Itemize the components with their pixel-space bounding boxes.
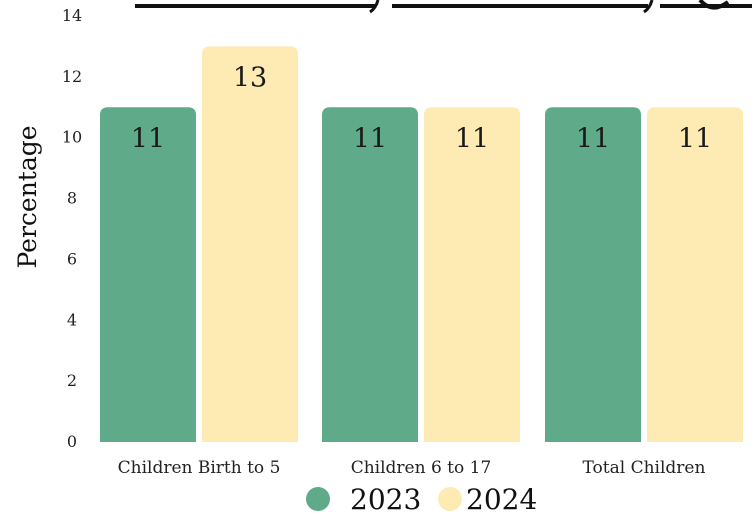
legend-label: 2023 bbox=[350, 483, 421, 516]
legend-marker bbox=[306, 487, 330, 511]
y-tick-label: 12 bbox=[62, 67, 82, 86]
bar-value-label: 13 bbox=[233, 62, 267, 93]
y-axis-label: Percentage bbox=[13, 125, 42, 268]
y-tick-label: 4 bbox=[67, 310, 77, 329]
bar-value-label: 11 bbox=[576, 123, 610, 154]
bars: 11 11 11 13 11 11 bbox=[100, 46, 743, 443]
y-tick-label: 2 bbox=[67, 371, 77, 390]
bar bbox=[100, 107, 196, 443]
x-tick-label: Total Children bbox=[583, 458, 706, 478]
y-tick-label: 14 bbox=[62, 6, 82, 25]
bar-value-label: 11 bbox=[455, 123, 489, 154]
y-tick-label: 8 bbox=[67, 189, 77, 208]
x-tick-label: Children Birth to 5 bbox=[118, 458, 281, 478]
y-axis-ticks: 0 2 4 6 8 10 12 14 bbox=[62, 6, 82, 451]
y-tick-label: 6 bbox=[67, 249, 77, 268]
x-tick-label: Children 6 to 17 bbox=[351, 458, 492, 478]
legend: 2023 2024 bbox=[306, 483, 537, 516]
header-decoration bbox=[135, 0, 752, 14]
x-axis-ticks: Children Birth to 5 Children 6 to 17 Total… bbox=[118, 458, 706, 478]
bar-value-label: 11 bbox=[131, 123, 165, 154]
bar bbox=[545, 107, 641, 443]
bar-value-label: 11 bbox=[353, 123, 387, 154]
bar bbox=[424, 107, 520, 443]
legend-label: 2024 bbox=[466, 483, 537, 516]
bar bbox=[202, 46, 298, 443]
bar-value-label: 11 bbox=[678, 123, 712, 154]
bar bbox=[647, 107, 743, 443]
bar bbox=[322, 107, 418, 443]
y-tick-label: 10 bbox=[62, 128, 82, 147]
y-tick-label: 0 bbox=[67, 432, 77, 451]
legend-marker bbox=[438, 487, 462, 511]
